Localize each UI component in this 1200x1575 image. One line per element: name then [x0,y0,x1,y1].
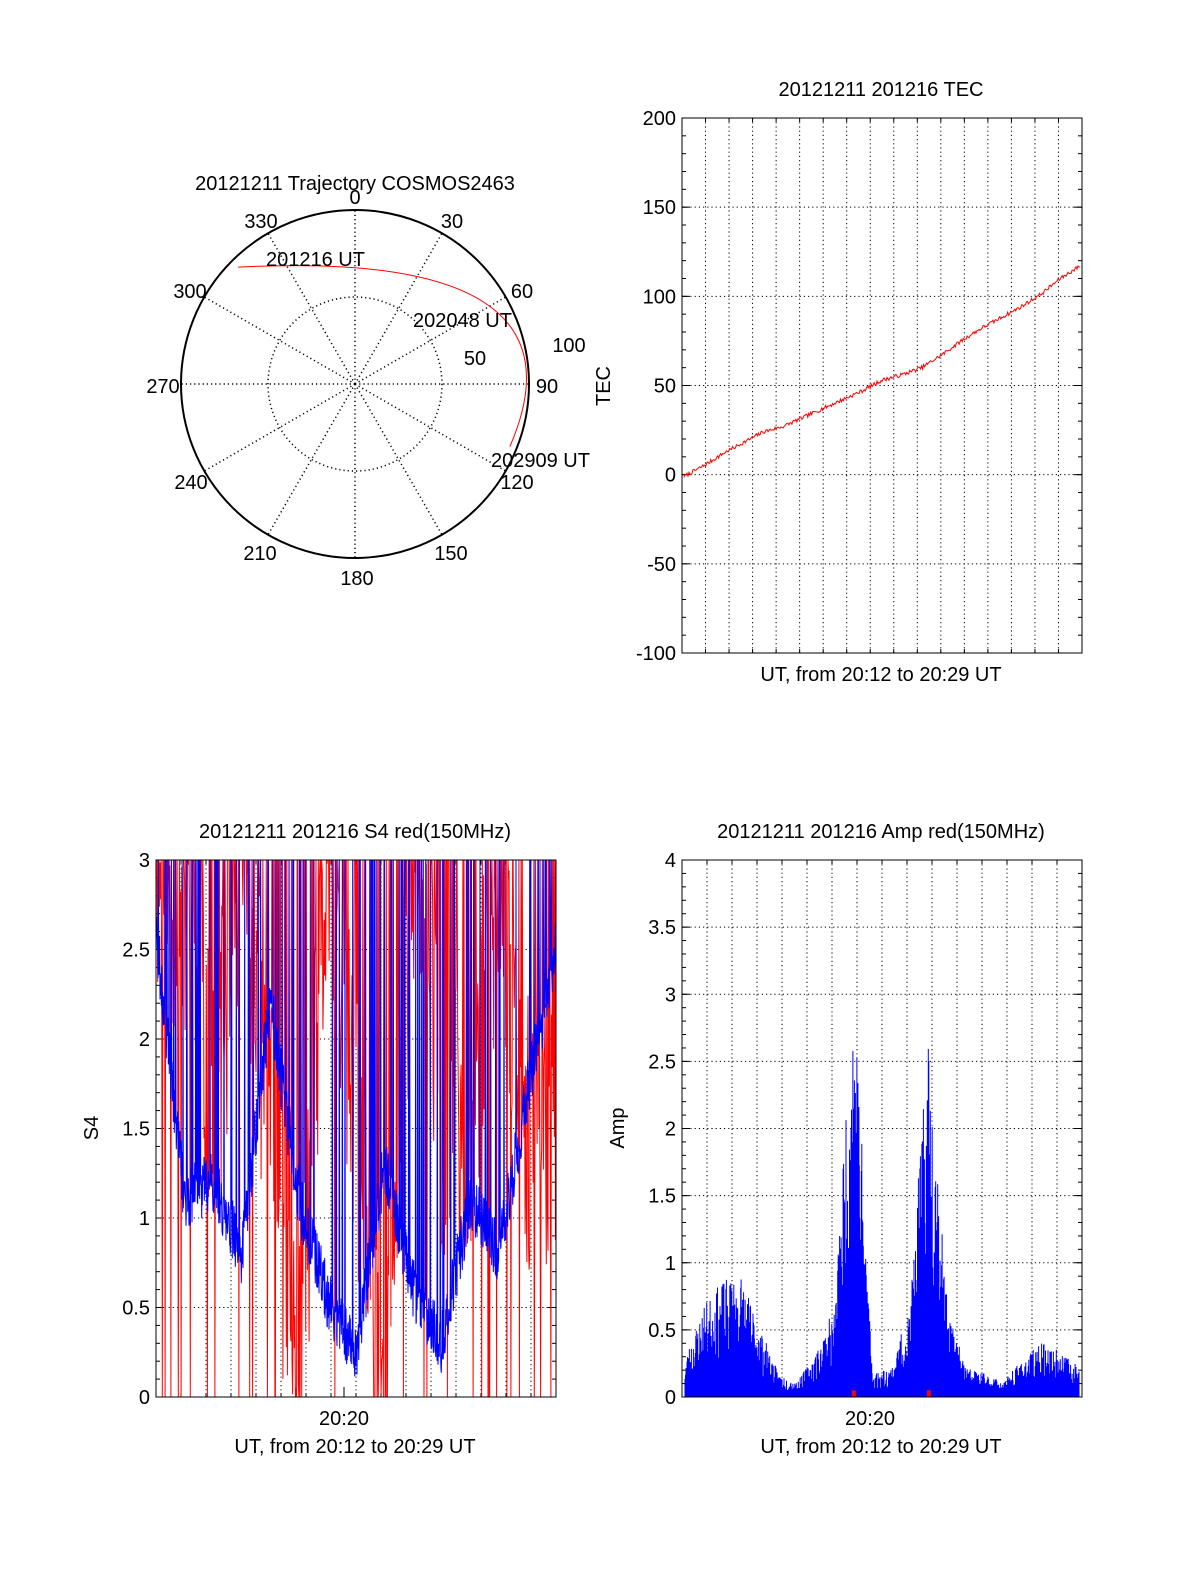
y-tick-label: 3.5 [648,917,676,939]
s4-panel: 20121211 201216 S4 red(150MHz) UT, from … [81,821,557,1458]
polar-spoke [354,383,507,472]
y-tick-label: 200 [643,108,676,130]
y-tick-label: 0 [665,1387,676,1409]
y-tick-label: 0 [665,465,676,487]
radial-label-50: 50 [464,348,486,370]
y-tick-label: 2.5 [122,940,150,962]
azimuth-label-330: 330 [244,211,277,233]
plot-frame [681,859,1083,1398]
trajectory-start-label: 201216 UT [266,249,365,271]
amp-xlabel: UT, from 20:12 to 20:29 UT [760,1436,1001,1458]
polar-spoke [267,383,356,536]
s4-title: 20121211 201216 S4 red(150MHz) [199,821,511,843]
azimuth-label-90: 90 [536,376,558,398]
s4-xlabel: UT, from 20:12 to 20:29 UT [234,1436,475,1458]
azimuth-label-210: 210 [243,543,276,565]
y-tick-label: 2 [665,1119,676,1141]
tec-panel: 20121211 201216 TEC UT, from 20:12 to 20… [593,79,1083,686]
y-tick-label: 3 [665,984,676,1006]
s4-blue-series [156,860,556,1377]
polar-trajectory-panel: 20121211 Trajectory COSMOS2463 0 30 60 90 12… [146,173,590,590]
tec-title: 20121211 201216 TEC [779,79,984,101]
y-tick-label: 3 [139,850,150,872]
radial-label-100: 100 [552,335,585,357]
azimuth-label-300: 300 [173,281,206,303]
azimuth-label-30: 30 [441,211,463,233]
s4-ylabel: S4 [81,1116,103,1140]
azimuth-label-60: 60 [511,281,533,303]
amp-red-mark [851,1390,856,1397]
polar-inner-circle [267,296,443,472]
y-tick-label: 1.5 [648,1186,676,1208]
amp-blue-series [684,1048,1080,1397]
y-tick-label: 100 [643,286,676,308]
s4-red-series [156,860,556,1397]
polar-outer-circle [180,209,530,559]
azimuth-label-150: 150 [434,543,467,565]
y-tick-label: 0.5 [648,1320,676,1342]
tec-series-line [683,264,1080,478]
x-tick-label: 20:20 [845,1408,895,1430]
polar-title: 20121211 Trajectory COSMOS2463 [195,173,515,195]
azimuth-label-270: 270 [146,376,179,398]
trajectory-path [238,265,527,447]
y-tick-label: 2 [139,1029,150,1051]
polar-spoke [354,232,443,385]
y-tick-label: 1 [139,1208,150,1230]
amp-ylabel: Amp [607,1107,629,1148]
y-tick-label: 0 [139,1387,150,1409]
y-tick-label: 4 [665,850,676,872]
azimuth-label-180: 180 [340,568,373,590]
plot-frame [681,117,1083,654]
amp-red-mark [926,1390,931,1397]
y-tick-label: 1.5 [122,1119,150,1141]
tec-xlabel: UT, from 20:12 to 20:29 UT [760,664,1001,686]
trajectory-end-label: 202909 UT [491,450,590,472]
polar-spoke [203,296,356,385]
y-tick-label: -50 [647,554,676,576]
tec-ylabel: TEC [593,366,615,406]
trajectory-mid-label: 202048 UT [413,310,512,332]
azimuth-label-240: 240 [174,472,207,494]
y-tick-label: 1 [665,1253,676,1275]
x-tick-label: 20:20 [319,1408,369,1430]
polar-spoke [354,383,443,536]
y-tick-label: -100 [636,643,676,665]
amp-title: 20121211 201216 Amp red(150MHz) [717,821,1045,843]
amp-panel: 20121211 201216 Amp red(150MHz) UT, from… [607,821,1083,1458]
azimuth-label-120: 120 [500,472,533,494]
s4-traces [156,860,556,1397]
y-tick-label: 50 [654,376,676,398]
y-tick-label: 0.5 [122,1298,150,1320]
y-tick-label: 2.5 [648,1051,676,1073]
azimuth-label-0: 0 [349,187,360,209]
plot-frame [155,859,557,1398]
y-tick-label: 150 [643,197,676,219]
